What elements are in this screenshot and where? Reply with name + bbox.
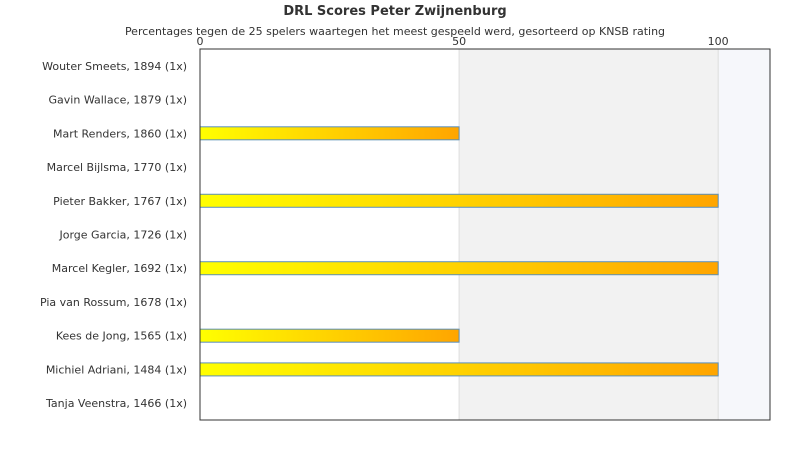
y-category-label: Kees de Jong, 1565 (1x): [56, 330, 187, 343]
y-category-label: Marcel Kegler, 1692 (1x): [52, 262, 187, 275]
y-category-label: Mart Renders, 1860 (1x): [53, 127, 187, 140]
chart-title: DRL Scores Peter Zwijnenburg: [283, 4, 507, 19]
plot-band-50-100: [459, 49, 719, 420]
y-category-label: Marcel Bijlsma, 1770 (1x): [47, 161, 187, 174]
bar: [199, 193, 719, 208]
plot-frame: [199, 48, 771, 421]
y-category-label: Jorge Garcia, 1726 (1x): [58, 229, 187, 242]
plot-band-above-100: [718, 49, 770, 420]
x-tick-label: 100: [708, 35, 729, 48]
x-tick-label: 0: [197, 35, 204, 48]
y-category-label: Pieter Bakker, 1767 (1x): [53, 195, 187, 208]
bar: [199, 126, 460, 141]
y-category-label: Pia van Rossum, 1678 (1x): [40, 296, 187, 309]
x-tick-label: 50: [452, 35, 466, 48]
y-category-label: Tanja Veenstra, 1466 (1x): [45, 397, 187, 410]
bar: [199, 328, 460, 343]
y-category-label: Gavin Wallace, 1879 (1x): [49, 94, 187, 107]
bar: [199, 362, 719, 377]
chart-subtitle: Percentages tegen de 25 spelers waartege…: [124, 25, 666, 38]
y-category-label: Wouter Smeets, 1894 (1x): [42, 60, 187, 73]
bar: [199, 261, 719, 276]
y-category-label: Michiel Adriani, 1484 (1x): [46, 363, 187, 376]
